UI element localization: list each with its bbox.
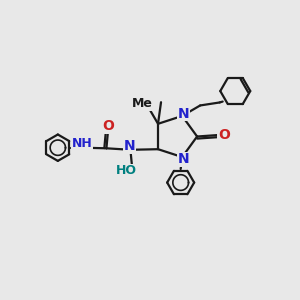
Text: N: N xyxy=(177,152,189,167)
Text: N: N xyxy=(177,106,189,121)
Text: O: O xyxy=(218,128,230,142)
Text: Me: Me xyxy=(132,97,153,110)
Text: N: N xyxy=(124,139,135,153)
Text: NH: NH xyxy=(71,137,92,150)
Text: O: O xyxy=(102,119,114,134)
Text: HO: HO xyxy=(116,164,137,177)
